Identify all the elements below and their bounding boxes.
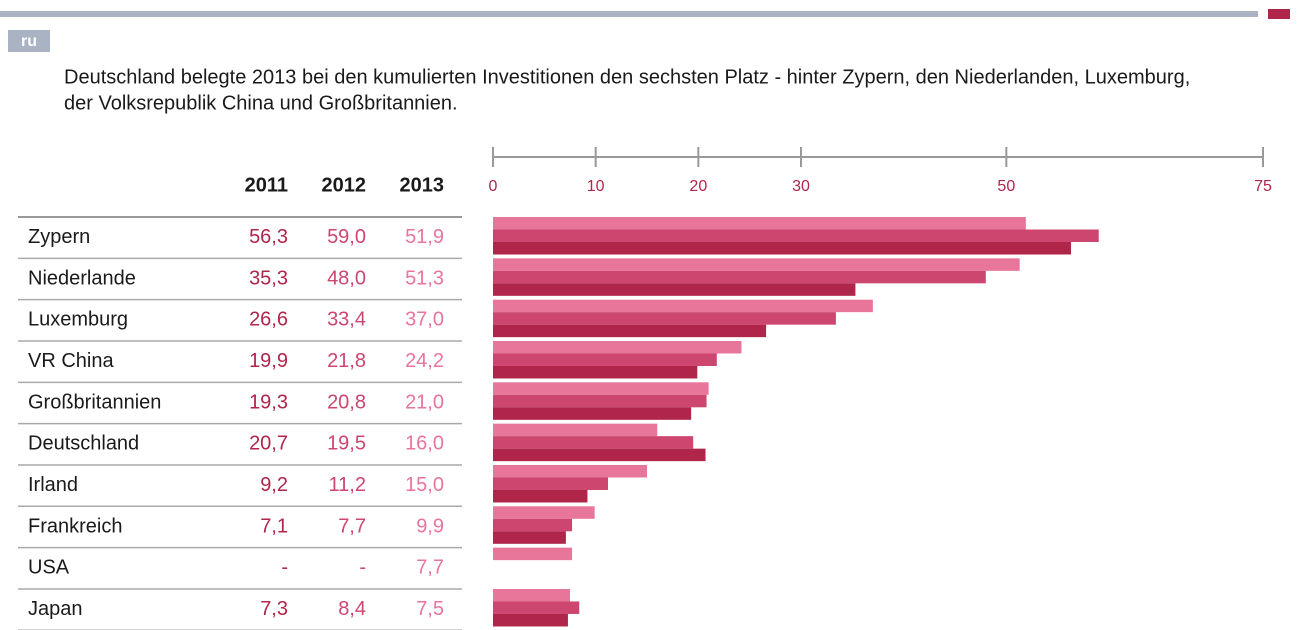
bar (493, 258, 1020, 271)
row-label: Luxemburg (28, 309, 128, 331)
value-cell: 35,3 (249, 267, 288, 289)
bar (493, 353, 717, 366)
value-cell: 16,0 (405, 433, 444, 455)
bar (493, 217, 1026, 230)
value-cell: 33,4 (327, 309, 366, 331)
bar (493, 242, 1072, 255)
bar (493, 518, 573, 532)
column-header: 2012 (322, 174, 367, 196)
row-label: VR China (28, 350, 114, 372)
value-cell: 19,9 (249, 350, 288, 372)
description-line: der Volksrepublik China und Großbritanni… (64, 92, 458, 114)
bar (493, 489, 588, 503)
row-label: Frankreich (28, 515, 122, 537)
tab: ru (21, 33, 37, 50)
value-cell: 20,7 (249, 433, 288, 455)
value-cell: 51,9 (405, 226, 444, 248)
value-cell: 9,9 (416, 515, 444, 537)
value-cell: 19,3 (249, 391, 288, 413)
value-cell: 26,6 (249, 309, 288, 331)
x-tick-label: 20 (689, 178, 707, 195)
value-cell: 21,0 (405, 391, 444, 413)
value-cell: 9,2 (260, 474, 288, 496)
bar (493, 365, 698, 379)
value-cell: 59,0 (327, 226, 366, 248)
value-cell: 7,7 (338, 515, 366, 537)
x-tick-label: 30 (792, 178, 810, 195)
bar (493, 547, 573, 561)
top-rule (0, 11, 1258, 17)
bar (493, 283, 856, 296)
value-cell: 48,0 (327, 267, 366, 289)
value-cell: 11,2 (329, 474, 366, 496)
bar (493, 588, 570, 602)
x-tick-label: 0 (489, 178, 498, 195)
bar (493, 382, 709, 395)
row-label: Deutschland (28, 433, 139, 455)
value-cell: 8,4 (338, 598, 366, 620)
x-tick-label: 75 (1254, 178, 1272, 195)
bar (493, 394, 707, 408)
value-cell: - (359, 557, 366, 579)
value-cell: 19,5 (327, 433, 366, 455)
value-cell: 56,3 (249, 226, 288, 248)
value-cell: 21,8 (327, 350, 366, 372)
value-cell: 24,2 (405, 350, 444, 372)
value-cell: 7,1 (260, 515, 288, 537)
value-cell: - (281, 557, 288, 579)
bar (493, 324, 767, 338)
row-label: Niederlande (28, 267, 136, 289)
row-label: USA (28, 557, 70, 579)
tab-bg (8, 30, 50, 52)
bar (493, 229, 1099, 242)
bar (493, 506, 595, 519)
bar (493, 270, 986, 284)
bar (493, 312, 836, 325)
bar (493, 299, 873, 313)
bar (493, 436, 694, 449)
bar (493, 477, 608, 490)
row-label: Irland (28, 474, 78, 496)
column-header: 2011 (245, 174, 288, 196)
bar (493, 601, 580, 614)
column-header: 2013 (400, 174, 445, 196)
value-cell: 51,3 (405, 267, 444, 289)
x-tick-label: 10 (587, 178, 605, 195)
bar (493, 613, 568, 627)
value-cell: 20,8 (327, 391, 366, 413)
value-cell: 7,7 (416, 557, 444, 579)
bar (493, 531, 566, 544)
value-cell: 7,5 (416, 598, 444, 620)
row-label: Zypern (28, 226, 90, 248)
value-cell: 15,0 (405, 474, 444, 496)
bar (493, 407, 692, 420)
bar (493, 464, 647, 478)
value-cell: 7,3 (260, 598, 288, 620)
bar (493, 423, 658, 437)
x-tick-label: 50 (997, 178, 1015, 195)
description-line: Deutschland belegte 2013 bei den kumulie… (64, 66, 1190, 88)
bar (493, 448, 706, 462)
bar (493, 340, 742, 354)
row-label: Japan (28, 598, 83, 620)
value-cell: 37,0 (405, 309, 444, 331)
row-label: Großbritannien (28, 391, 161, 413)
top-marker (1268, 9, 1290, 19)
